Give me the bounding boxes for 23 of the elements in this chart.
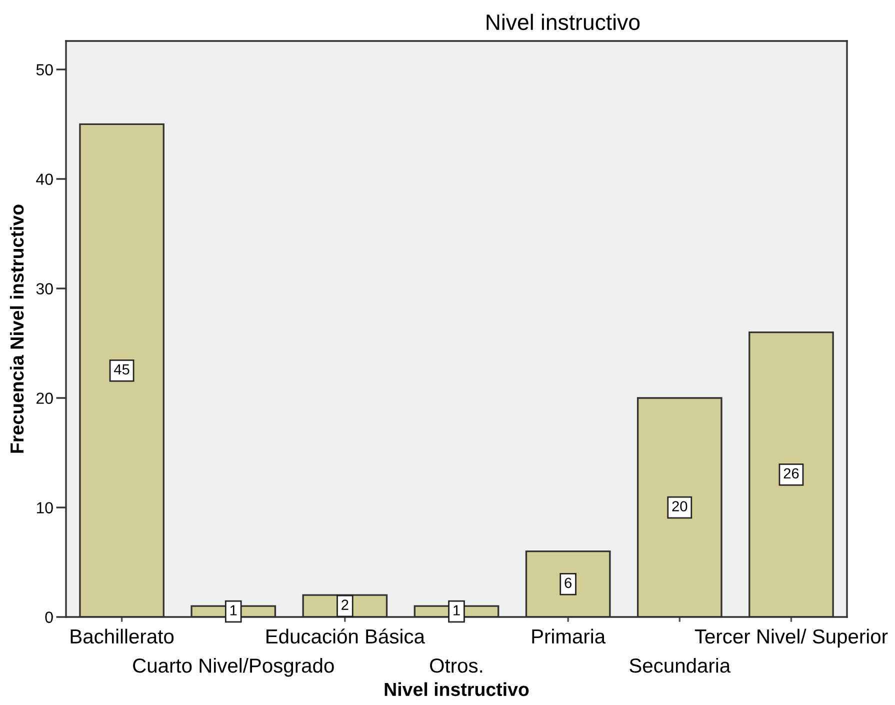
x-tick-label: Cuarto Nivel/Posgrado — [133, 658, 334, 677]
data-label: 1 — [454, 605, 460, 616]
y-axis-title: Frecuencia Nivel instructivo — [10, 204, 24, 453]
x-axis-title: Nivel instructivo — [384, 682, 529, 696]
y-tick-label: 10 — [36, 502, 53, 514]
data-label: 2 — [342, 600, 348, 610]
x-tick-label: Secundaria — [630, 658, 731, 673]
y-tick-label: 40 — [36, 174, 53, 185]
x-tick-label: Educación Básica — [266, 628, 425, 644]
x-tick-label: Tercer Nivel/ Superior — [694, 628, 888, 648]
y-tick-label: 20 — [36, 392, 53, 404]
data-label: 1 — [230, 605, 237, 616]
x-tick-label: Bachillerato — [70, 628, 174, 644]
y-tick-label: 0 — [45, 612, 53, 623]
x-tick-label: Primaria — [532, 628, 606, 644]
chart-title: Nivel instructivo — [486, 14, 640, 30]
data-label: 20 — [672, 501, 688, 512]
x-tick-label: Otros. — [430, 658, 482, 673]
data-label: 26 — [784, 468, 799, 479]
data-label: 6 — [564, 578, 572, 588]
data-label: 45 — [114, 364, 130, 375]
y-tick-label: 30 — [36, 283, 53, 294]
y-tick-label: 50 — [36, 64, 53, 76]
